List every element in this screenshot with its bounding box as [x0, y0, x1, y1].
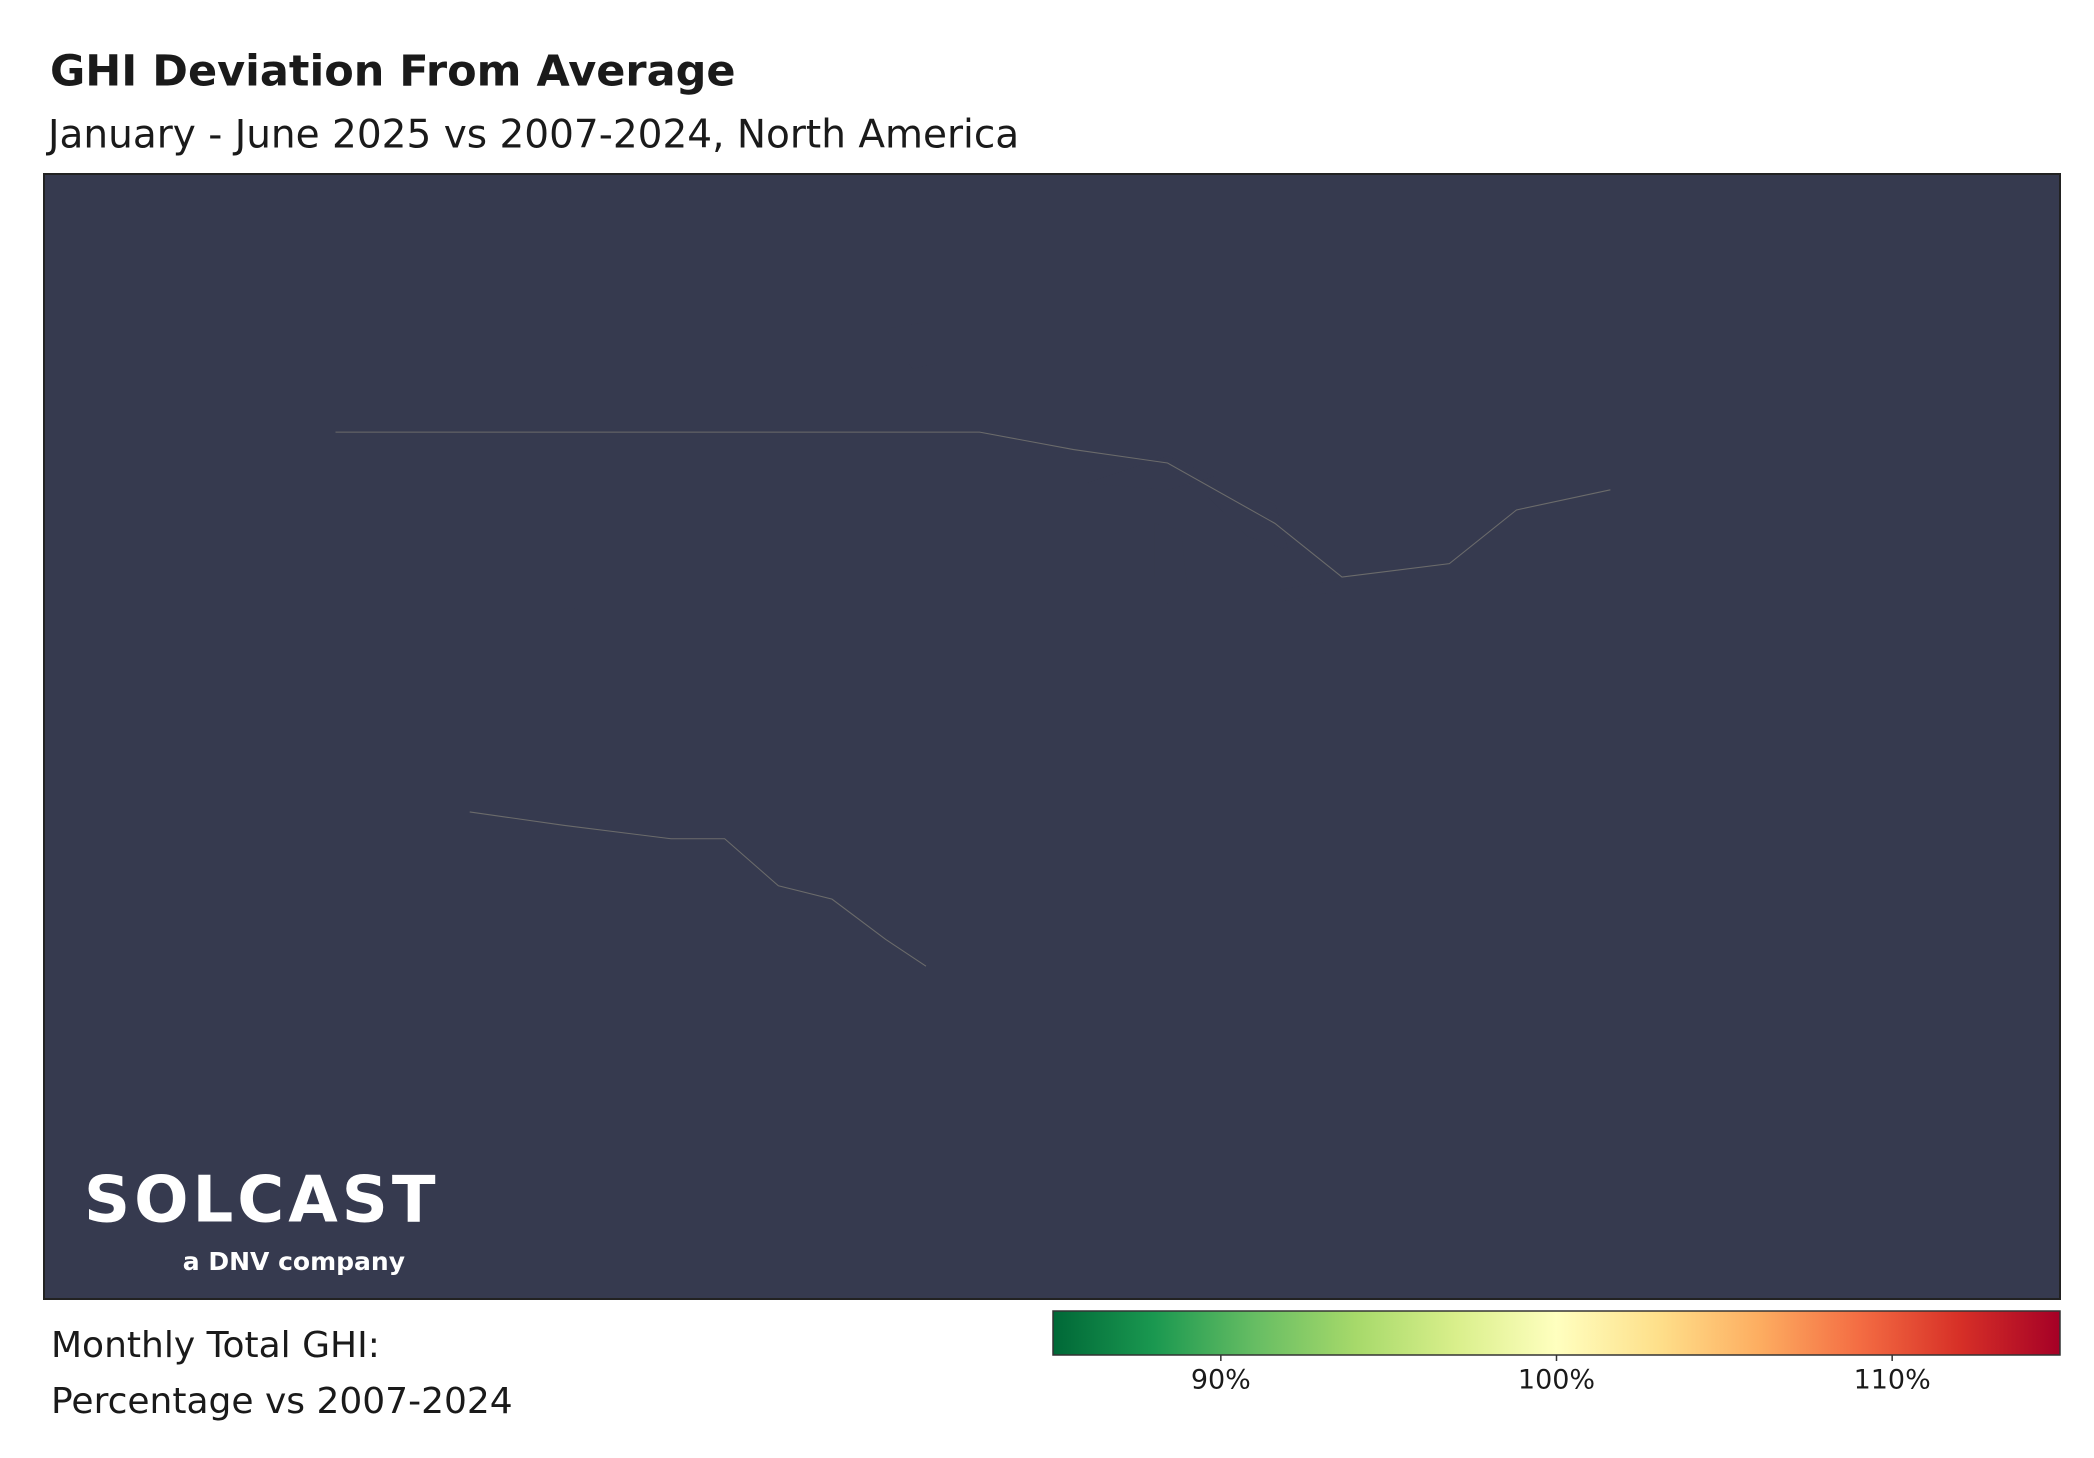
borders — [335, 431, 1611, 967]
colorbar — [1052, 1310, 2061, 1356]
title: GHI Deviation From Average — [50, 47, 736, 97]
lakes — [559, 322, 1356, 622]
logo: SOLCAST a DNV company — [84, 1164, 440, 1276]
logo-tagline: a DNV company — [183, 1247, 405, 1276]
colorbar-tick-label: 100% — [1518, 1365, 1595, 1396]
subtitle: January - June 2025 vs 2007-2024, North … — [45, 113, 1019, 158]
colorbar-tick-label: 90% — [1191, 1365, 1251, 1396]
legend-title: Percentage vs 2007-2024 — [51, 1381, 513, 1422]
legend-title: Monthly Total GHI: — [51, 1325, 380, 1366]
map-ocean — [43, 173, 2061, 1300]
colorbar-tick-label: 110% — [1854, 1365, 1931, 1396]
logo-name: SOLCAST — [84, 1164, 440, 1238]
